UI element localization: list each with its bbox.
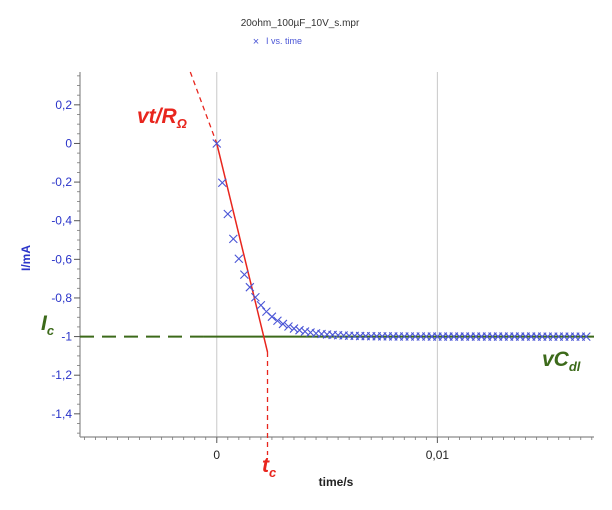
grid-layer (216, 72, 438, 437)
data-point-stroke (234, 254, 244, 264)
tc-label: tc (262, 454, 277, 480)
data-point-stroke (295, 325, 304, 335)
ic-subscript: c (47, 323, 55, 338)
data-point-stroke (278, 319, 288, 329)
data-point-stroke (256, 300, 266, 310)
y-tick-label: -0,4 (51, 214, 72, 228)
y-tick-label: -0,6 (51, 252, 72, 266)
x-tick-label: 0,01 (426, 448, 450, 462)
data-point (278, 319, 288, 329)
data-point (228, 234, 238, 244)
y-tick-label: 0,2 (55, 98, 72, 112)
chart-title: 20ohm_100µF_10V_s.mpr (241, 18, 360, 29)
tangent-line (216, 143, 269, 353)
y-tick-label: -0,2 (51, 175, 72, 189)
y-tick-label: -1,4 (51, 407, 72, 421)
y-tick-label: -1 (61, 330, 72, 344)
cdl-label: vCdl (542, 348, 581, 374)
legend-marker: × (253, 36, 259, 48)
data-point-stroke (245, 282, 255, 292)
x-tick-label: 0 (213, 448, 220, 462)
y-tick-label: 0 (65, 136, 72, 150)
tangent-slope-subscript: Ω (176, 116, 187, 131)
data-point (295, 325, 304, 335)
data-point (267, 312, 277, 322)
data-point-stroke (581, 332, 591, 341)
tangent-slope-label: vt/RΩ (137, 105, 187, 131)
cdl-subscript: dl (569, 359, 581, 374)
y-tick-label: -0,8 (51, 291, 72, 305)
data-point-stroke (228, 234, 238, 244)
data-points-layer (212, 139, 591, 341)
data-point-stroke (289, 324, 299, 333)
data-point (234, 254, 244, 264)
data-point (581, 332, 591, 341)
tc-subscript: c (269, 465, 277, 480)
data-point-stroke (300, 327, 310, 336)
data-point (245, 282, 255, 292)
y-axis-label: I/mA (19, 245, 33, 271)
data-point-stroke (223, 209, 233, 219)
data-point-stroke (284, 322, 293, 331)
data-point-stroke (262, 307, 271, 316)
data-point-stroke (250, 292, 260, 302)
data-point (289, 324, 299, 333)
data-point-stroke (217, 178, 227, 188)
data-point (284, 322, 293, 331)
data-point-stroke (212, 139, 222, 148)
data-point (273, 316, 282, 326)
data-point (250, 292, 260, 302)
data-point (223, 209, 233, 219)
data-point (256, 300, 266, 310)
y-tick-label: -1,2 (51, 368, 72, 382)
ic-label: Ic (41, 312, 55, 338)
data-point-stroke (273, 316, 282, 326)
x-axis-label: time/s (319, 475, 354, 489)
data-point-stroke (267, 312, 277, 322)
data-point (239, 270, 249, 279)
tangent-line-dashed (189, 71, 218, 144)
axes-layer: 0,2 0 -0,2 -0,4 -0,6 -0,8 -1 -1,2 -1,4 0 0,01 (51, 72, 594, 462)
data-point (300, 327, 310, 336)
text-layer: 20ohm_100µF_10V_s.mpr × I vs. time time/… (19, 18, 581, 489)
data-point (212, 139, 222, 148)
data-point-stroke (239, 270, 249, 279)
legend-label: I vs. time (266, 36, 302, 46)
data-point (217, 178, 227, 188)
